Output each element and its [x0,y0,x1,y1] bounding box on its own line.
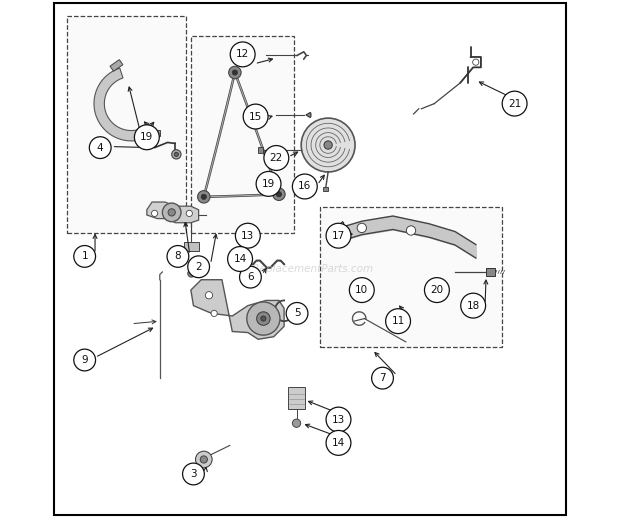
Circle shape [188,270,195,277]
Circle shape [349,278,374,303]
Circle shape [200,456,208,463]
Text: 4: 4 [97,142,104,153]
Circle shape [324,141,332,149]
Circle shape [273,188,285,200]
Circle shape [261,316,266,321]
Circle shape [472,59,479,65]
Circle shape [293,419,301,427]
Circle shape [264,146,289,170]
Circle shape [182,463,205,485]
Text: 3: 3 [190,469,197,479]
Text: 11: 11 [391,316,405,326]
Text: eReplacementParts.com: eReplacementParts.com [246,264,374,275]
Circle shape [229,66,241,79]
Bar [184,242,198,251]
Circle shape [167,246,188,267]
Circle shape [357,223,366,233]
Text: 13: 13 [241,231,254,241]
Circle shape [232,70,237,75]
Circle shape [301,118,355,172]
Text: 10: 10 [355,285,368,295]
Text: 2: 2 [195,262,202,272]
Circle shape [386,309,410,334]
Circle shape [205,292,213,299]
Circle shape [239,266,261,288]
Bar [321,207,502,347]
Bar [110,60,123,71]
Text: 15: 15 [249,111,262,122]
Polygon shape [94,68,155,141]
Circle shape [243,104,268,129]
Bar [191,36,294,233]
Circle shape [257,312,270,325]
Text: 13: 13 [332,414,345,425]
Bar [258,147,264,153]
Circle shape [247,302,280,335]
Bar [486,268,495,276]
Polygon shape [147,202,198,223]
Polygon shape [191,280,284,339]
Circle shape [186,210,192,217]
Text: 19: 19 [262,179,275,189]
Circle shape [425,278,450,303]
Circle shape [174,152,179,156]
Circle shape [236,223,260,248]
Circle shape [172,150,181,159]
Circle shape [135,125,159,150]
Text: 12: 12 [236,49,249,60]
Circle shape [371,367,394,389]
Text: 1: 1 [81,251,88,262]
Text: 21: 21 [508,98,521,109]
Circle shape [326,223,351,248]
Circle shape [188,256,210,278]
Text: 8: 8 [175,251,181,262]
Text: 9: 9 [81,355,88,365]
Circle shape [293,174,317,199]
Circle shape [151,210,157,217]
Circle shape [256,171,281,196]
Text: 22: 22 [270,153,283,163]
Text: 14: 14 [332,438,345,448]
Text: 7: 7 [379,373,386,383]
Circle shape [74,246,95,267]
Circle shape [74,349,95,371]
Circle shape [162,203,181,222]
Circle shape [326,407,351,432]
Bar [324,187,327,191]
Circle shape [326,430,351,455]
Text: 17: 17 [332,231,345,241]
Circle shape [211,310,217,316]
Circle shape [277,192,281,197]
Text: 16: 16 [298,181,311,192]
Bar [66,16,185,233]
Circle shape [198,191,210,203]
Text: 18: 18 [466,300,480,311]
Text: 5: 5 [294,308,300,319]
Circle shape [406,226,415,235]
Text: 19: 19 [140,132,154,142]
Text: 14: 14 [234,254,247,264]
Circle shape [502,91,527,116]
Bar [288,387,305,409]
Circle shape [89,137,111,159]
Circle shape [195,451,212,468]
Text: 20: 20 [430,285,443,295]
Bar [148,130,160,136]
Circle shape [461,293,485,318]
Circle shape [168,209,175,216]
Circle shape [228,247,252,271]
Wedge shape [306,112,311,118]
Text: 6: 6 [247,272,254,282]
Circle shape [202,194,206,199]
Circle shape [286,303,308,324]
Circle shape [230,42,255,67]
